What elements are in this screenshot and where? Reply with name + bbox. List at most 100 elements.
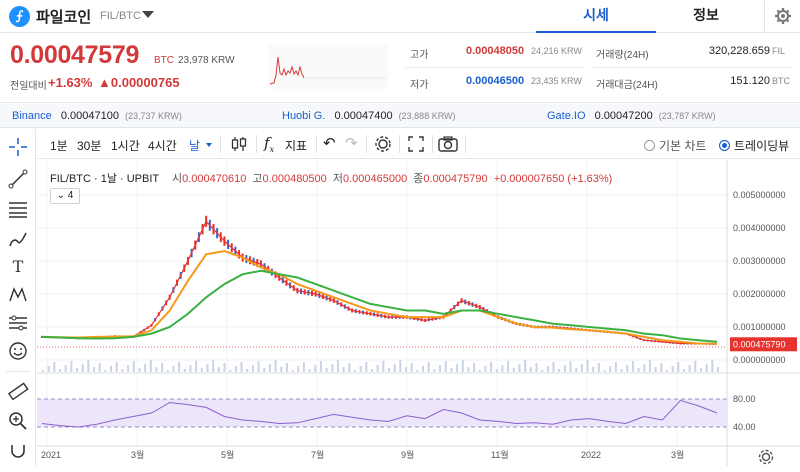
volume-bar [115,362,118,372]
close-value: 0.000475790 [423,173,488,185]
volume-bar [580,364,583,372]
tradingview-label: 트레이딩뷰 [734,139,790,153]
interval-4h[interactable]: 4시간 [148,139,177,153]
volume-bar [353,370,356,372]
volume-bar [399,360,402,372]
volume-bar [132,361,135,372]
volume-bar [631,361,634,372]
current-price-tag-label: 0.000475790 [733,339,786,349]
gear-icon [775,8,791,24]
divider [592,67,792,68]
price-chart[interactable]: 0.005000000 0.004000000 0.003000000 0.00200… [37,160,800,467]
volume-bar [263,368,266,372]
volume-bar [433,369,436,372]
volume-bar [501,365,504,372]
volume-bar [393,364,396,372]
volume-bar [643,364,646,372]
volume-bar [348,363,351,372]
chart-settings-gear-icon[interactable] [757,448,775,466]
volume-bar [444,361,447,372]
text-tool-icon[interactable]: T [12,257,24,276]
trend-line-icon[interactable] [6,167,30,191]
volume-bar [507,361,510,372]
settings-button[interactable] [764,0,800,33]
high-label: 고 [252,173,263,185]
volume-bar [711,360,714,372]
emoji-icon[interactable] [6,339,30,363]
volume-bar [484,366,487,372]
exchange-item[interactable]: Gate.IO 0.00047200 (23,787 KRW) [547,110,716,122]
volume-bar [427,362,430,372]
indicator-count: 4 [67,190,74,201]
measure-icon[interactable] [6,311,30,335]
radio-on-icon [719,140,730,151]
volume-bar [597,363,600,372]
coin-name: 파일코인 [36,9,92,26]
indicator-fx-icon[interactable]: fx [264,134,275,154]
interval-1h[interactable]: 1시간 [111,139,140,153]
ruler-icon[interactable] [6,379,30,403]
volume-bar [456,364,459,372]
low-krw: 23,435 KRW [531,76,582,86]
tradingview-radio[interactable]: 트레이딩뷰 [719,137,789,154]
volume-bar [42,370,44,372]
tab-market[interactable]: 시세 [536,0,656,33]
volume-bar [541,370,544,372]
zoom-in-icon[interactable] [6,409,30,433]
volume-bar [405,367,408,372]
volume-bar [127,365,130,372]
low-value: 0.00046500 [466,75,525,87]
volume-bar [705,364,708,372]
coin-select-chevron-down-icon[interactable] [142,11,154,18]
magnet-icon[interactable] [6,437,30,461]
undo-icon[interactable]: ↶ [323,135,336,152]
fullscreen-icon[interactable] [406,134,426,154]
tab-info[interactable]: 정보 [693,7,719,23]
redo-icon[interactable]: ↷ [345,135,358,152]
volume-bar [240,362,243,372]
divider [465,135,466,153]
volume-bar [626,365,629,372]
settings-gear-icon[interactable] [373,134,393,154]
volume-bar [410,363,413,372]
exchange-item[interactable]: Binance 0.00047100 (23,737 KRW) [12,110,182,122]
rsi-tick-label: 80.00 [733,394,756,404]
volume-bar [223,363,226,372]
camera-icon[interactable] [437,134,459,154]
volume-bar [93,367,96,372]
volume-bar [308,369,311,372]
current-price-tag [730,337,797,352]
volume-bar [200,368,203,372]
volume-bar [529,367,532,372]
exchange-item[interactable]: Huobi G. 0.00047400 (23,888 KRW) [282,110,456,122]
volume-value: 320,228.659 [708,45,770,57]
change-amount: ▲0.00000765 [98,75,180,90]
filecoin-logo-icon: ⨍ [9,6,30,27]
interval-30m[interactable]: 30분 [77,139,102,153]
interval-day[interactable]: 날 [189,139,201,153]
indicator-collapse-button[interactable]: ⌄ 4 [50,188,80,204]
interval-chevron-down-icon[interactable] [206,143,212,147]
indicator-button[interactable]: 지표 [285,139,308,153]
candlestick-icon[interactable] [229,134,249,154]
horizontal-lines-icon[interactable] [6,197,30,221]
divider [220,135,221,153]
volume-bar [183,369,186,372]
basic-chart-radio[interactable]: 기본 차트 [644,137,707,154]
brush-icon[interactable] [6,227,30,251]
volume-bar [104,370,107,372]
exchange-price: 0.00047400 [334,110,393,122]
pattern-icon[interactable] [6,283,30,307]
volume-bar [473,363,476,372]
y-tick-label: 0.003000000 [733,256,786,266]
exchange-name: Binance [12,110,52,122]
change-label: 전일대비 [10,81,47,92]
x-tick-label: 9월 [401,449,414,460]
crosshair-icon[interactable] [6,135,30,159]
price-chart-svg[interactable]: 0.005000000 0.004000000 0.003000000 0.00200… [37,160,800,467]
interval-1m[interactable]: 1분 [50,139,68,153]
volume-bar [524,360,527,372]
divider [405,67,585,68]
high-value: 0.000480500 [262,173,327,185]
volume-bar [161,363,164,372]
